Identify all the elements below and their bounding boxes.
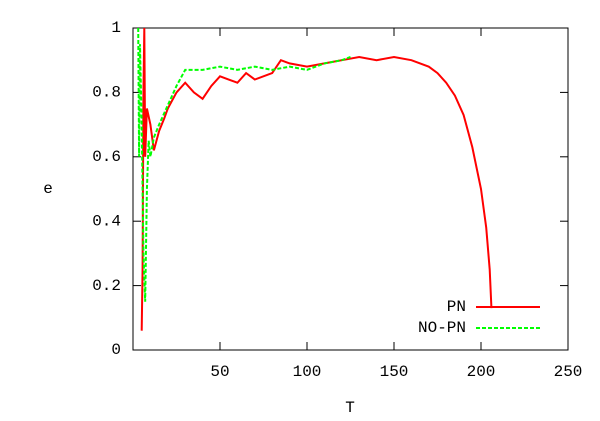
y-tick-label: 0.4: [92, 212, 121, 230]
y-tick-label: 0: [111, 341, 121, 359]
y-tick-label: 1: [111, 19, 121, 37]
x-tick-label: 200: [467, 363, 496, 381]
x-tick-label: 100: [293, 363, 322, 381]
y-tick-label: 0.8: [92, 84, 121, 102]
series-line: [137, 27, 351, 302]
legend-label: PN: [447, 298, 466, 316]
plot-frame: [132, 27, 569, 351]
y-axis-label: e: [43, 180, 53, 198]
x-tick-label: 150: [380, 363, 409, 381]
y-tick-label: 0.6: [92, 148, 121, 166]
series-line: [140, 27, 493, 331]
y-tick-label: 0.2: [92, 277, 121, 295]
x-tick-label: 50: [210, 363, 229, 381]
x-axis-label: T: [345, 399, 355, 417]
x-tick-label: 250: [554, 363, 583, 381]
legend-label: NO-PN: [418, 319, 466, 337]
